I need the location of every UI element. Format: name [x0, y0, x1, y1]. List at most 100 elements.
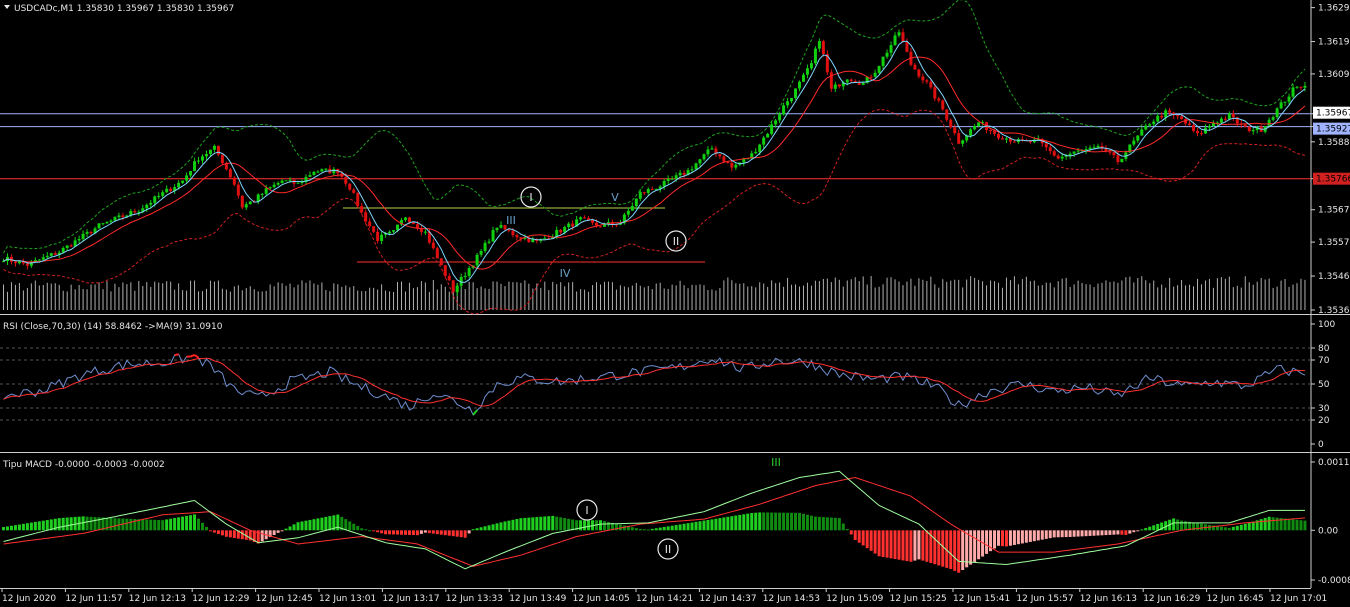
- bull-candle[interactable]: [563, 226, 567, 233]
- bull-candle[interactable]: [45, 255, 49, 258]
- bear-candle[interactable]: [1223, 118, 1227, 120]
- bull-candle[interactable]: [177, 182, 181, 188]
- bull-candle[interactable]: [276, 182, 280, 185]
- bear-candle[interactable]: [989, 130, 993, 132]
- bear-candle[interactable]: [917, 69, 921, 77]
- bull-candle[interactable]: [296, 182, 300, 184]
- bear-candle[interactable]: [1247, 126, 1251, 132]
- bull-candle[interactable]: [1211, 123, 1215, 127]
- bull-candle[interactable]: [734, 164, 738, 168]
- bull-candle[interactable]: [392, 230, 396, 232]
- bear-candle[interactable]: [503, 225, 507, 230]
- bear-candle[interactable]: [849, 79, 853, 82]
- bull-candle[interactable]: [1164, 110, 1168, 118]
- bull-candle[interactable]: [320, 169, 324, 172]
- bear-candle[interactable]: [439, 258, 443, 266]
- bull-candle[interactable]: [766, 133, 770, 138]
- bear-candle[interactable]: [352, 189, 356, 193]
- bull-candle[interactable]: [1132, 140, 1136, 145]
- bull-candle[interactable]: [73, 240, 77, 247]
- bull-candle[interactable]: [638, 192, 642, 199]
- bear-candle[interactable]: [614, 224, 618, 226]
- bull-candle[interactable]: [813, 48, 817, 64]
- bull-candle[interactable]: [706, 149, 710, 155]
- bull-candle[interactable]: [981, 122, 985, 124]
- bear-candle[interactable]: [591, 220, 595, 223]
- bull-candle[interactable]: [157, 195, 161, 197]
- bear-candle[interactable]: [929, 81, 933, 88]
- bull-candle[interactable]: [543, 238, 547, 240]
- bull-candle[interactable]: [1032, 139, 1036, 143]
- bull-candle[interactable]: [396, 224, 400, 231]
- bull-candle[interactable]: [794, 88, 798, 98]
- bull-candle[interactable]: [801, 74, 805, 82]
- bear-candle[interactable]: [69, 245, 73, 247]
- bear-candle[interactable]: [415, 224, 419, 229]
- bull-candle[interactable]: [861, 83, 865, 85]
- bear-candle[interactable]: [587, 218, 591, 221]
- bull-candle[interactable]: [877, 65, 881, 73]
- bull-candle[interactable]: [654, 188, 658, 190]
- bull-candle[interactable]: [403, 217, 407, 221]
- bull-candle[interactable]: [634, 198, 638, 207]
- bull-candle[interactable]: [129, 211, 133, 216]
- bull-candle[interactable]: [125, 215, 129, 217]
- bull-candle[interactable]: [173, 187, 177, 191]
- bear-candle[interactable]: [1231, 113, 1235, 118]
- bull-candle[interactable]: [149, 202, 153, 205]
- bull-candle[interactable]: [29, 261, 33, 266]
- bull-candle[interactable]: [1080, 150, 1084, 152]
- bull-candle[interactable]: [1291, 87, 1295, 97]
- bull-candle[interactable]: [579, 217, 583, 220]
- bull-candle[interactable]: [841, 82, 845, 87]
- bear-candle[interactable]: [360, 205, 364, 213]
- bull-candle[interactable]: [189, 171, 193, 176]
- bull-candle[interactable]: [81, 233, 85, 240]
- bear-candle[interactable]: [718, 153, 722, 157]
- bull-candle[interactable]: [686, 170, 690, 175]
- bull-candle[interactable]: [1156, 115, 1160, 122]
- bull-candle[interactable]: [523, 237, 527, 239]
- bear-candle[interactable]: [941, 100, 945, 110]
- bull-candle[interactable]: [57, 252, 61, 255]
- bull-candle[interactable]: [1096, 145, 1100, 148]
- bear-candle[interactable]: [447, 275, 451, 281]
- bull-candle[interactable]: [475, 254, 479, 266]
- bull-candle[interactable]: [193, 161, 197, 172]
- bull-candle[interactable]: [400, 220, 403, 225]
- bull-candle[interactable]: [109, 220, 113, 222]
- bull-candle[interactable]: [384, 233, 388, 235]
- bull-candle[interactable]: [1140, 129, 1144, 136]
- bear-candle[interactable]: [682, 172, 686, 175]
- bull-candle[interactable]: [626, 210, 630, 215]
- bull-candle[interactable]: [531, 239, 535, 243]
- bull-candle[interactable]: [567, 223, 571, 227]
- bull-candle[interactable]: [483, 242, 487, 251]
- bull-candle[interactable]: [264, 188, 268, 194]
- bull-candle[interactable]: [304, 176, 308, 183]
- bear-candle[interactable]: [857, 82, 861, 85]
- bear-candle[interactable]: [953, 127, 957, 134]
- bull-candle[interactable]: [881, 56, 885, 66]
- bear-candle[interactable]: [571, 223, 575, 227]
- bear-candle[interactable]: [1199, 133, 1203, 135]
- bull-candle[interactable]: [1207, 126, 1211, 128]
- bear-candle[interactable]: [89, 231, 93, 234]
- bear-candle[interactable]: [599, 226, 602, 228]
- bear-candle[interactable]: [1012, 141, 1016, 143]
- bear-candle[interactable]: [1299, 86, 1303, 88]
- bear-candle[interactable]: [722, 156, 726, 162]
- bull-candle[interactable]: [969, 129, 973, 136]
- bull-candle[interactable]: [805, 68, 809, 75]
- bull-candle[interactable]: [280, 180, 284, 183]
- bull-candle[interactable]: [495, 227, 499, 231]
- bull-candle[interactable]: [1060, 156, 1064, 159]
- bull-candle[interactable]: [750, 153, 754, 159]
- bull-candle[interactable]: [977, 122, 981, 126]
- main-price-pane[interactable]: 1.36295 1.36190 1.36090 1.35880 1.35670 1.355…: [0, 0, 1350, 316]
- bull-candle[interactable]: [762, 137, 766, 145]
- bull-candle[interactable]: [758, 144, 762, 152]
- bear-candle[interactable]: [232, 177, 236, 185]
- rsi-pane[interactable]: 100 80 70 50 30 20 0: [0, 320, 1335, 450]
